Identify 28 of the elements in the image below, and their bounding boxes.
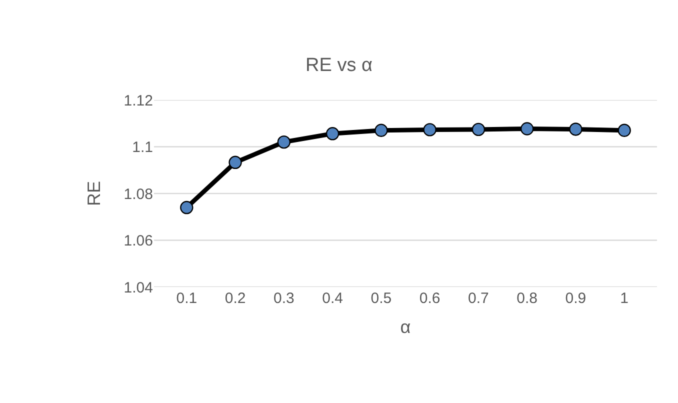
point: [180, 200, 194, 214]
point: [326, 127, 340, 140]
y-tick-label: 1.1: [132, 139, 153, 156]
point: [569, 122, 582, 136]
x-tick-label: 1: [620, 290, 629, 307]
y-tick-label: 1.08: [124, 186, 153, 203]
point: [277, 135, 291, 149]
x-tick-label: 0.4: [322, 290, 343, 307]
x-tick-label: 0.7: [468, 290, 489, 307]
y-tick-label: 1.06: [124, 232, 153, 250]
point: [618, 124, 631, 137]
y-axis-title: RE: [84, 180, 104, 206]
x-tick-label: 0.5: [370, 290, 392, 307]
x-tick-label: 0.9: [565, 290, 586, 307]
chart-title: RE vs α: [306, 55, 372, 76]
x-axis-title: α: [400, 317, 411, 338]
point: [472, 122, 486, 136]
x-tick-label: 0.3: [273, 290, 294, 307]
point: [423, 123, 436, 136]
y-tick-label: 1.04: [124, 279, 153, 296]
x-tick-label: 0.2: [224, 290, 246, 307]
y-tick-label: 1.12: [124, 92, 153, 110]
x-tick-label: 0.6: [419, 290, 440, 307]
x-tick-label: 0.8: [516, 290, 538, 307]
x-tick-label: 0.1: [176, 290, 198, 307]
point: [374, 124, 388, 137]
point: [228, 156, 242, 170]
point: [520, 122, 534, 136]
